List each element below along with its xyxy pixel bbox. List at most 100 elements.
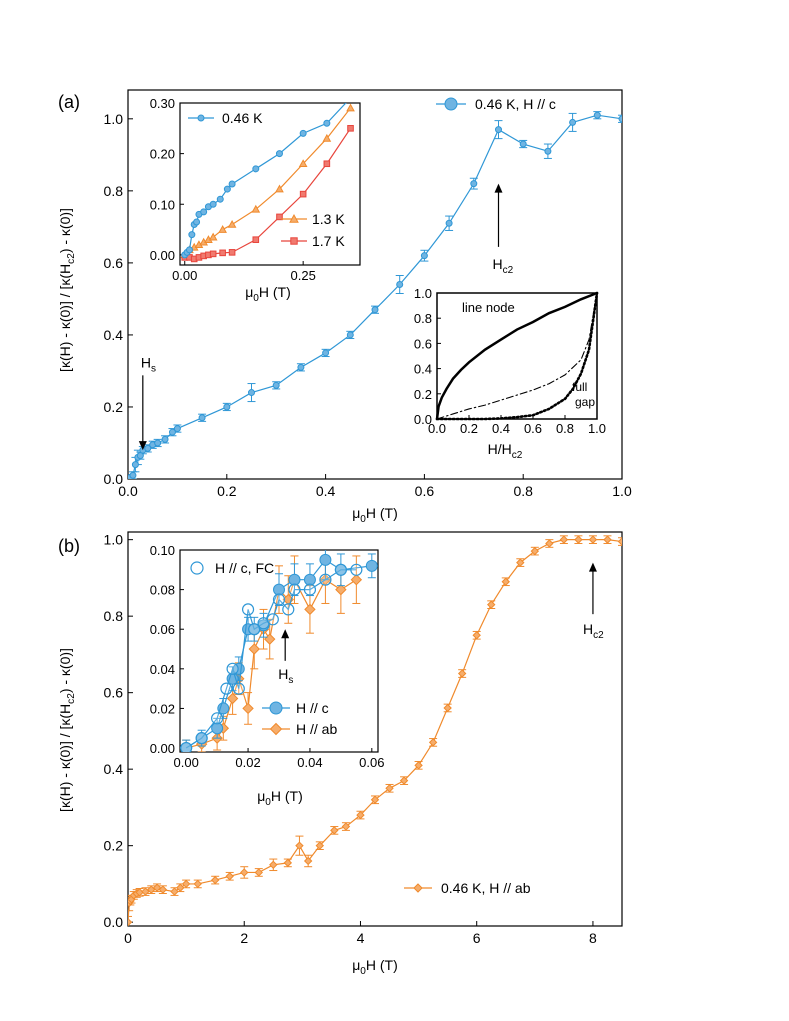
a-point-0-46-k-h-c (131, 461, 139, 469)
a_inset-point-0-46-k (275, 150, 283, 158)
a-y-tick-label: 0.8 (104, 183, 124, 199)
a_inset-point-1-3-k (346, 103, 355, 112)
panel-a-label: (a) (58, 92, 80, 112)
b_inset-point-h-c-fc (248, 623, 261, 636)
b_inset-axes-frame (179, 549, 379, 753)
label-full: full (572, 380, 587, 394)
b-point-0-46-k-h-ab (303, 856, 313, 866)
b-point-0-46-k-h-ab (330, 826, 339, 835)
b_inset-point-h-c-fc (282, 603, 295, 616)
a-y-tick-label: 1.0 (104, 111, 124, 127)
b-point-0-46-k-h-ab (516, 558, 525, 567)
inset-bg (437, 293, 597, 419)
a_inset-y-tick-label: 0.20 (150, 147, 175, 162)
a_inset-point-0-46-k (223, 185, 231, 193)
a-point-0-46-k-h-c (297, 363, 305, 371)
panel-b-x-axis-label: μ0​H (T) (352, 957, 398, 977)
a_inset-point-1-3-k (298, 159, 308, 168)
b_inset-point-h-c-fc (334, 563, 347, 576)
a_inset2-y-tick-label: 0.8 (414, 311, 432, 326)
b_inset-x-tick-label: 0.04 (297, 755, 322, 770)
arrow-head (281, 629, 290, 639)
legend-marker (413, 883, 423, 893)
b-point-0-46-k-h-ab (487, 600, 496, 609)
b_inset-point-h-c-fc (288, 583, 301, 596)
b-point-0-46-k-h-ab (501, 577, 510, 586)
a_inset-point-1-3-k (251, 204, 261, 213)
a_inset-y-tick-label: 0.00 (150, 248, 175, 263)
a-point-0-46-k-h-c (346, 331, 354, 339)
annotation-arrow-hs-b (281, 629, 290, 661)
a-point-0-46-k-h-c (470, 180, 478, 188)
a-point-0-46-k-h-c (322, 349, 330, 357)
a_inset-point-0-46-k (228, 180, 236, 188)
inset-bg (180, 103, 360, 265)
legend-label: H // c (296, 700, 329, 716)
b-point-0-46-k-h-ab (399, 776, 409, 785)
arrow-head (494, 183, 503, 193)
b_inset-y-tick-label: 0.00 (150, 741, 175, 756)
a_inset-point-1-7-k (209, 250, 217, 258)
b_inset-point-h-c (211, 722, 224, 735)
a_inset-x-tick-label: 0.25 (291, 268, 316, 283)
legend-label: 1.3 K (312, 211, 345, 227)
a_inset2-x-tick-label: 0.4 (492, 421, 510, 436)
b-errorbar (128, 915, 132, 926)
legend-marker (289, 213, 299, 223)
b_inset-point-h-c (273, 583, 285, 596)
b-point-0-46-k-h-ab (254, 868, 263, 877)
a_inset2-y-tick-label: 0.2 (414, 387, 432, 402)
a-point-0-46-k-h-c (569, 118, 577, 126)
annotation-arrow-hc2 (494, 183, 503, 247)
inset-a-legend-17: 1.7 K (281, 233, 345, 249)
annotation-hs-b: Hs (278, 666, 293, 686)
a-point-0-46-k-h-c (371, 306, 379, 314)
b-point-0-46-k-h-ab (370, 795, 380, 804)
a-point-0-46-k-h-c (154, 439, 162, 447)
b-y-tick-label: 0.2 (104, 838, 124, 854)
a_inset2-axes-frame (436, 292, 598, 420)
b_inset-point-h-c-fc (266, 613, 279, 626)
inset-b-legend-c: H // c (262, 700, 329, 716)
a_inset-point-1-7-k (276, 213, 283, 221)
legend-marker (290, 237, 298, 245)
a_inset-point-0-46-k (209, 200, 217, 208)
a_inset-point-0-46-k (185, 246, 193, 254)
a_inset2-x-tick-label: 0.8 (556, 421, 574, 436)
b-point-0-46-k-h-ab (128, 917, 133, 926)
b-point-0-46-k-h-ab (385, 784, 394, 793)
b_inset-point-h-c (288, 573, 301, 586)
a-point-0-46-k-h-c (519, 140, 527, 148)
b_inset-point-h-c-fc (232, 682, 245, 695)
b_inset-point-h-c-fc (226, 662, 239, 675)
a_inset-point-1-7-k (252, 236, 260, 243)
b-point-0-46-k-h-ab (545, 539, 554, 548)
b_inset-point-h-c (303, 573, 316, 586)
b_inset-x-tick-label: 0.02 (235, 755, 260, 770)
b-x-tick-label: 4 (357, 930, 365, 946)
a_inset2-x-tick-label: 1.0 (588, 421, 606, 436)
theory-curve-dashdot (436, 292, 598, 420)
b_inset-point-h-ab (242, 702, 254, 715)
a_inset-point-0-46-k (188, 231, 196, 239)
a-point-0-46-k-h-c (173, 425, 181, 433)
legend-marker (190, 561, 204, 575)
legend-marker (269, 722, 283, 736)
a_inset-axes-frame (179, 102, 361, 266)
a_inset-y-tick-label: 0.10 (150, 197, 175, 212)
a_inset-x-tick-label: 0.00 (172, 268, 197, 283)
b_inset-series-line-h-c-fc (185, 569, 357, 749)
b_inset-y-tick-label: 0.06 (150, 622, 175, 637)
b-point-0-46-k-h-ab (603, 535, 612, 544)
b-point-0-46-k-h-ab (457, 669, 467, 678)
a-point-0-46-k-h-c (161, 435, 169, 443)
a_inset2-y-tick-label: 1.0 (414, 286, 432, 301)
a_inset2-x-tick-label: 0.2 (460, 421, 478, 436)
a-y-tick-label: 0.4 (104, 327, 124, 343)
b_inset-point-h-ab (335, 583, 347, 596)
a-x-tick-label: 0.4 (316, 483, 336, 499)
b-point-0-46-k-h-ab (269, 860, 278, 870)
b-point-0-46-k-h-ab (181, 879, 191, 889)
a_inset-point-1-3-k (227, 219, 237, 228)
b-point-0-46-k-h-ab (193, 879, 202, 889)
